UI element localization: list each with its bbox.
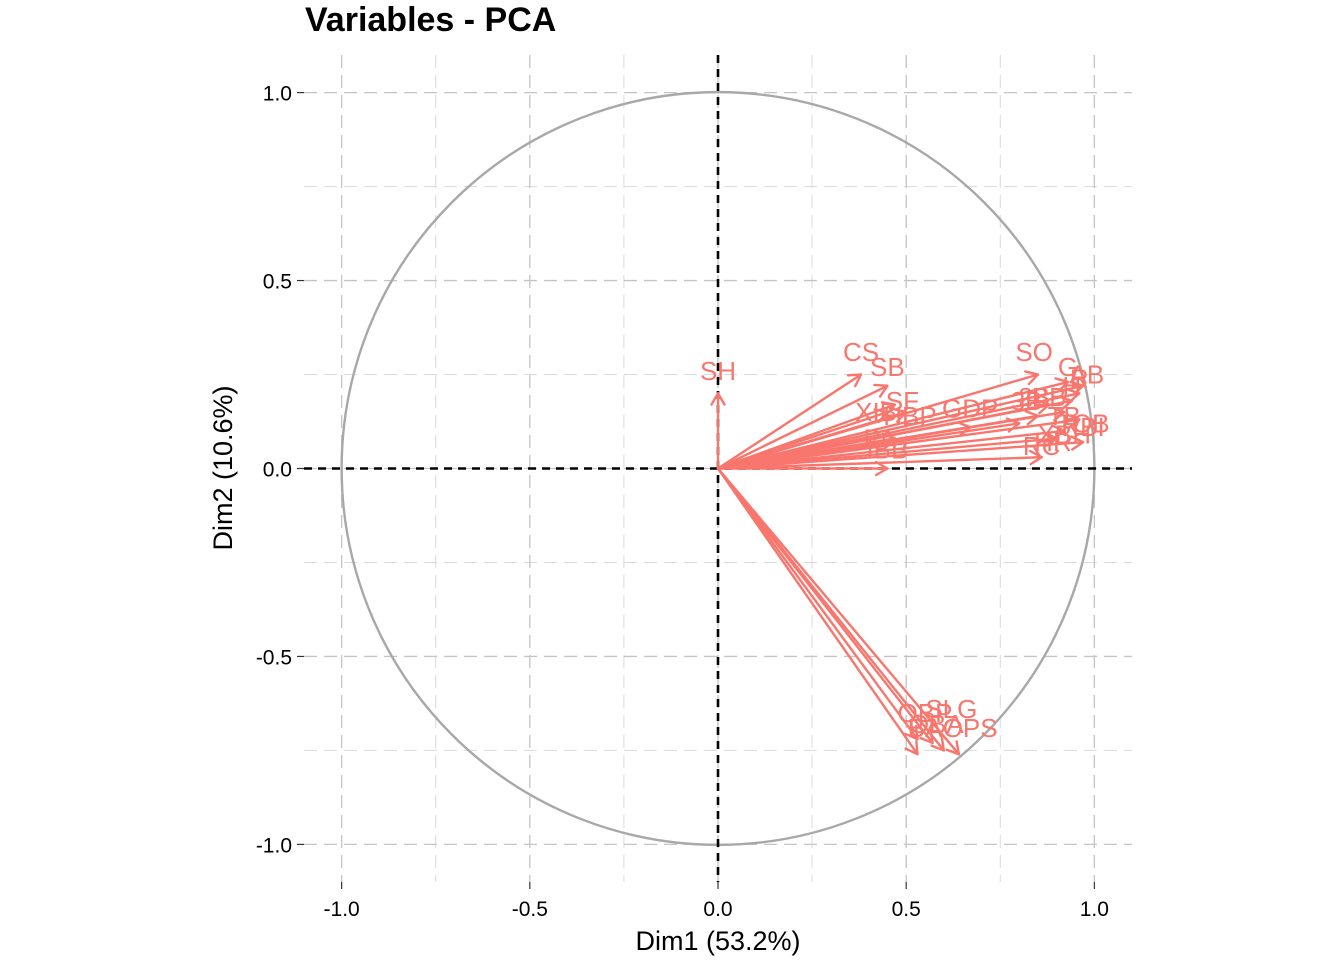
arrow-bb bbox=[716, 403, 1051, 470]
arrowhead-oba bbox=[919, 728, 934, 745]
label-2b: 2B bbox=[1018, 382, 1050, 412]
label-slg: SLG bbox=[925, 694, 977, 724]
label-oba: OBA bbox=[909, 709, 965, 739]
arrowhead-obp bbox=[904, 740, 919, 756]
x-axis-ticks: -1.0 -0.5 0.0 0.5 1.0 bbox=[324, 882, 1109, 921]
label-ba: BA bbox=[908, 713, 943, 743]
minor-gridlines bbox=[304, 55, 1132, 882]
arrowhead-so bbox=[1024, 370, 1040, 386]
label-xbh: XBH bbox=[1038, 420, 1091, 450]
label-ops: OPS bbox=[943, 713, 998, 743]
arrow-xbh bbox=[716, 429, 1066, 470]
x-tick-label: 0.0 bbox=[703, 898, 732, 921]
label-pa: PA bbox=[863, 423, 896, 453]
label-bb: BB bbox=[1032, 382, 1067, 412]
y-tick-label: 1.0 bbox=[263, 83, 292, 106]
arrow-obp bbox=[716, 467, 919, 756]
y-tick-label: 0.5 bbox=[263, 271, 292, 294]
y-tick-label: -0.5 bbox=[256, 646, 292, 669]
arrowhead-2b bbox=[1024, 410, 1040, 426]
label-3b: 3B bbox=[1011, 386, 1043, 416]
arrow-ops bbox=[716, 467, 961, 756]
y-axis-title: Dim2 (10.6%) bbox=[208, 385, 238, 550]
label-so: SO bbox=[1015, 337, 1053, 367]
arrow-cs bbox=[716, 373, 863, 470]
label-ibb: IBB bbox=[866, 435, 908, 465]
arrowhead-ba bbox=[904, 725, 919, 741]
arrowhead-bb bbox=[1035, 399, 1051, 415]
variable-arrows bbox=[710, 370, 1085, 756]
y-tick-label: -1.0 bbox=[256, 834, 292, 857]
label-cs: CS bbox=[843, 337, 879, 367]
label-obp: OBP bbox=[898, 698, 953, 728]
label-rc: RC bbox=[1023, 431, 1061, 461]
arrow-3b bbox=[716, 422, 1021, 470]
arrowhead-rc bbox=[1028, 449, 1043, 466]
label-sf: SF bbox=[886, 386, 919, 416]
label-hbp: HBP bbox=[883, 401, 936, 431]
arrow-oba bbox=[716, 467, 934, 745]
arrowhead-g bbox=[1054, 377, 1070, 393]
arrow-tob bbox=[716, 440, 1085, 470]
x-tick-label: -1.0 bbox=[324, 898, 360, 921]
arrowhead-slg bbox=[930, 736, 946, 752]
arrowhead-sb bbox=[873, 383, 889, 398]
arrowhead-sh bbox=[710, 392, 726, 406]
arrowhead-tb bbox=[1050, 406, 1066, 422]
label-gdp: GDP bbox=[942, 393, 998, 423]
label-rbi: RBI bbox=[1061, 412, 1104, 442]
arrow-ba bbox=[716, 467, 919, 741]
arrowhead-pa bbox=[874, 460, 889, 477]
label-sb: SB bbox=[870, 352, 905, 382]
label-g: G bbox=[1058, 352, 1078, 382]
x-axis-title: Dim1 (53.2%) bbox=[635, 926, 800, 956]
arrowhead-h bbox=[1058, 395, 1073, 411]
x-tick-label: 1.0 bbox=[1080, 898, 1109, 921]
label-tb: TB bbox=[1048, 401, 1081, 431]
arrowhead-rbi bbox=[1066, 413, 1081, 429]
arrowhead-r bbox=[1065, 388, 1081, 404]
y-axis-ticks: -1.0 -0.5 0.0 0.5 1.0 bbox=[256, 83, 304, 857]
label-r: R bbox=[1070, 363, 1089, 393]
label-sh: SH bbox=[700, 356, 736, 386]
x-tick-label: 0.5 bbox=[892, 898, 921, 921]
label-h: H bbox=[1062, 371, 1081, 401]
label-tob: TOB bbox=[1057, 408, 1110, 438]
label-xib: XIB bbox=[855, 397, 897, 427]
arrowhead-sf bbox=[880, 401, 897, 416]
label-hr: HR bbox=[1034, 427, 1072, 457]
arrow-so bbox=[716, 373, 1040, 470]
arrowhead-tob bbox=[1070, 435, 1085, 451]
arrowhead-ops bbox=[945, 740, 961, 756]
arrowhead-3b bbox=[1005, 417, 1021, 433]
arrow-rc bbox=[716, 456, 1043, 470]
arrowhead-xbh bbox=[1051, 424, 1066, 440]
label-ab: AB bbox=[1069, 360, 1104, 390]
arrowhead-cs bbox=[846, 373, 863, 388]
arrow-sb bbox=[716, 384, 889, 470]
y-tick-label: 0.0 bbox=[263, 459, 292, 482]
chart-title: Variables - PCA bbox=[305, 1, 556, 39]
x-tick-label: -0.5 bbox=[512, 898, 548, 921]
